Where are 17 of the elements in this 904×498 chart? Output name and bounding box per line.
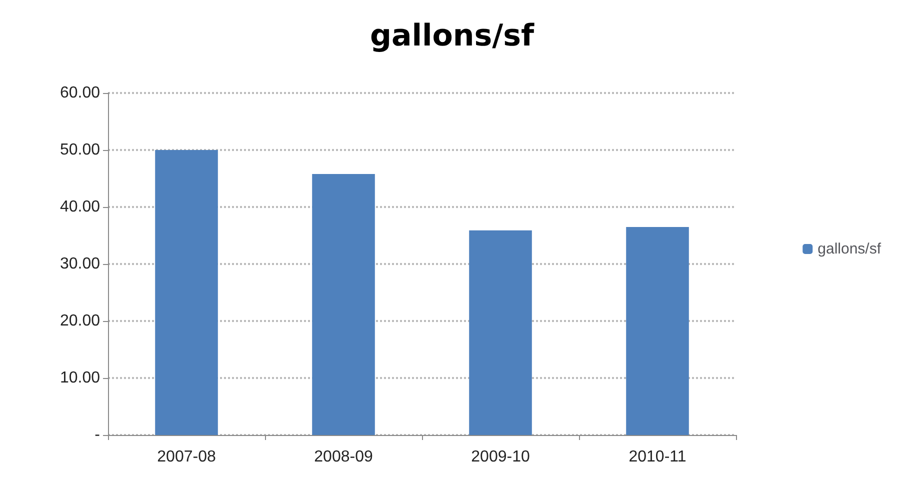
y-tick-label: 10.00 — [60, 370, 100, 386]
bar — [155, 150, 218, 435]
bar — [469, 230, 532, 435]
y-tick-label: 30.00 — [60, 256, 100, 272]
x-tick-label: 2009-10 — [471, 448, 530, 466]
x-tick-label: 2010-11 — [628, 448, 686, 466]
y-tick-label: 20.00 — [60, 312, 100, 330]
y-tick-label: 50.00 — [60, 142, 100, 158]
bar — [626, 226, 689, 435]
y-tick-label: 40.00 — [60, 198, 100, 216]
bar — [312, 174, 375, 435]
x-tick-label: 2007-08 — [157, 448, 216, 466]
legend-label: gallons/sf — [818, 240, 882, 258]
y-tick-label: - — [94, 426, 100, 444]
chart-title: gallons/sf — [370, 18, 535, 54]
y-tick-label: 60.00 — [60, 84, 100, 102]
x-tick-label: 2008-09 — [314, 448, 373, 466]
